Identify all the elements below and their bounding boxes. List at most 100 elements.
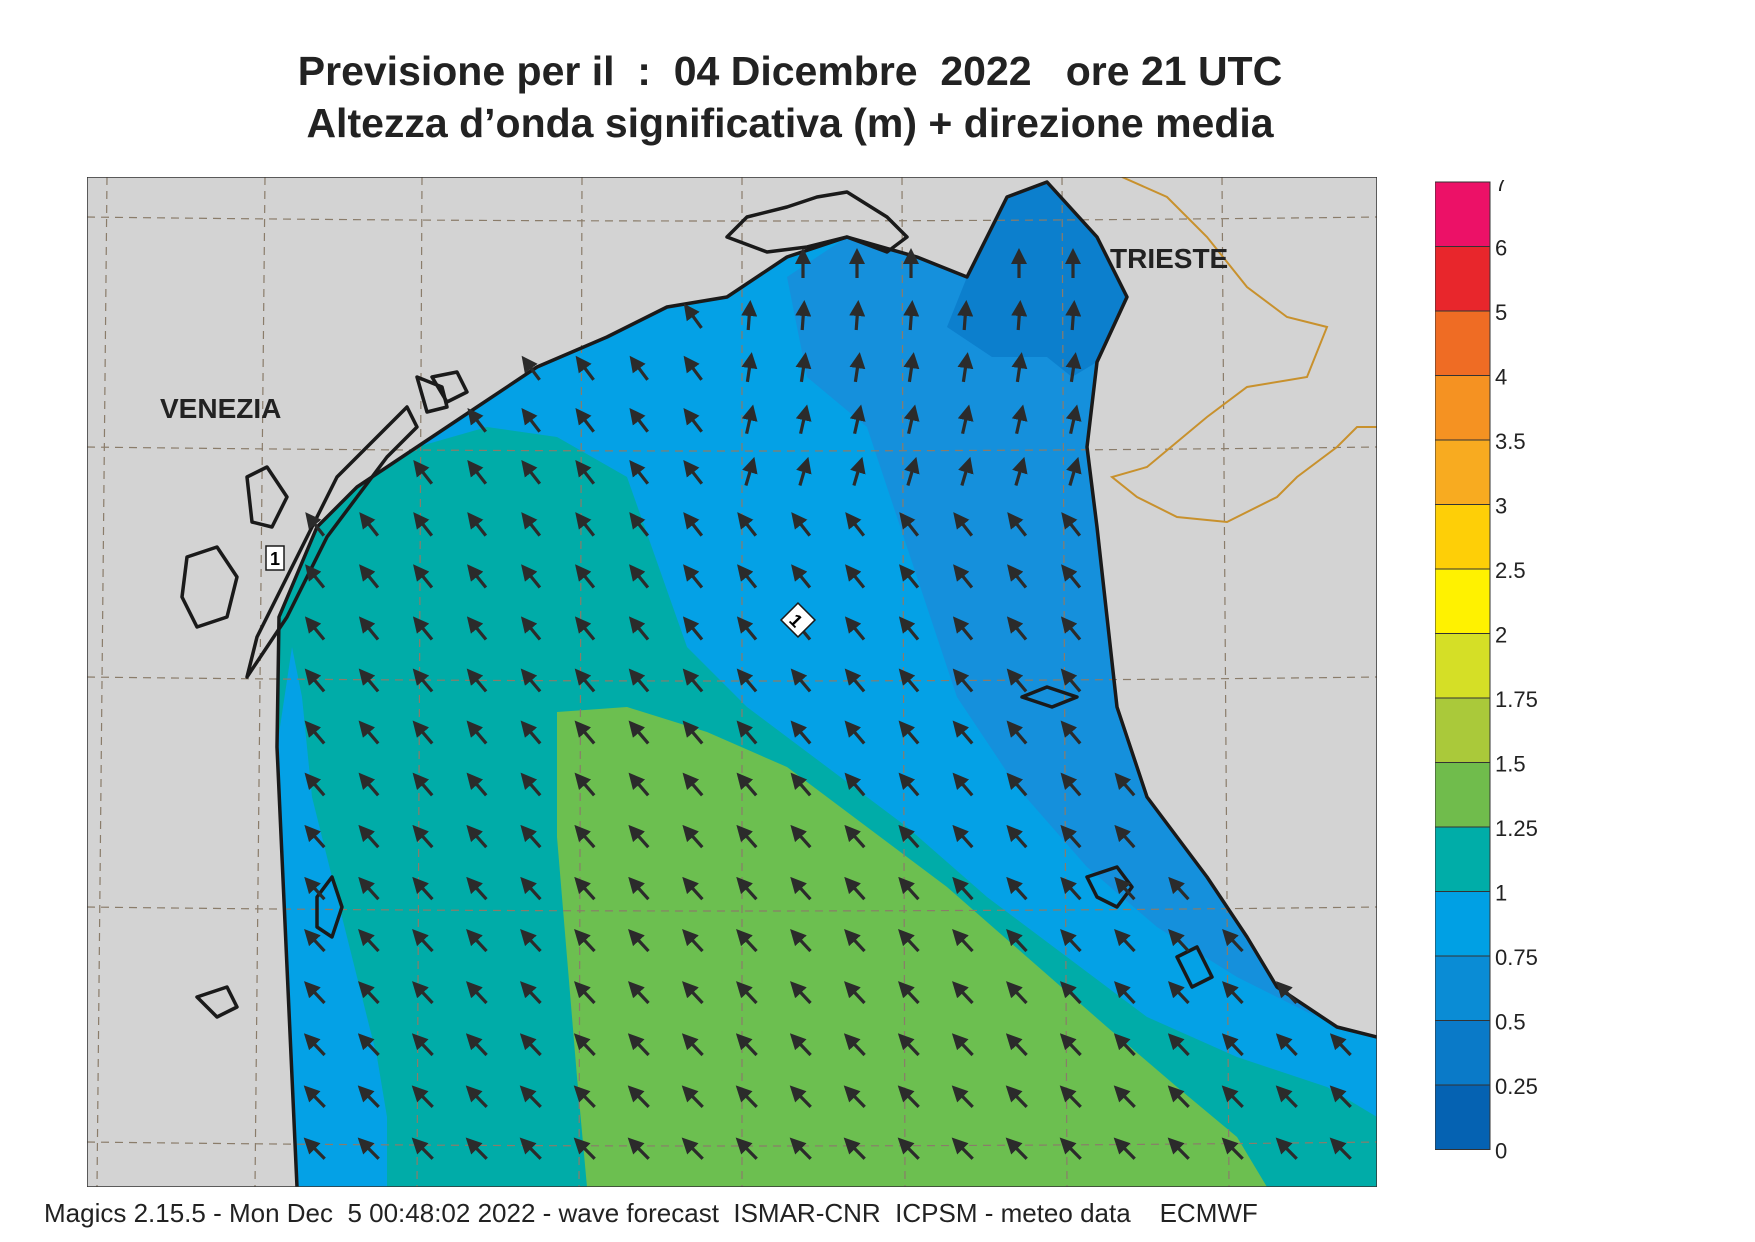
legend-swatch	[1435, 697, 1491, 763]
direction-arrow	[741, 300, 758, 331]
direction-arrow	[304, 981, 326, 1005]
direction-arrow	[844, 981, 866, 1005]
direction-arrow	[358, 720, 380, 745]
legend-swatch	[1435, 955, 1491, 1021]
direction-arrow	[304, 876, 326, 901]
direction-arrow	[683, 303, 703, 329]
direction-arrow	[898, 720, 920, 745]
direction-arrow	[358, 981, 380, 1005]
direction-arrow	[466, 616, 488, 641]
direction-arrow	[1113, 1085, 1136, 1109]
direction-arrow	[904, 456, 920, 486]
direction-arrow	[790, 720, 812, 745]
direction-arrow	[412, 929, 434, 953]
direction-arrow	[412, 720, 434, 745]
direction-arrow	[358, 824, 380, 849]
legend-swatch	[1435, 891, 1491, 957]
direction-arrow	[413, 564, 434, 589]
station-marker-offshore: 1	[779, 601, 817, 639]
direction-arrow	[520, 668, 542, 693]
wave-height-map: VENEZIA TRIESTE 1 1	[87, 177, 1377, 1187]
direction-arrow	[466, 720, 488, 745]
direction-arrow	[1060, 616, 1082, 641]
direction-arrow	[303, 1033, 326, 1057]
direction-arrow	[952, 720, 974, 745]
direction-arrow	[1221, 1085, 1244, 1109]
direction-arrow	[1006, 876, 1028, 901]
direction-arrow	[898, 824, 920, 849]
legend-tick-label: 7	[1495, 180, 1507, 196]
direction-arrow	[1011, 404, 1028, 435]
direction-arrow	[736, 929, 758, 953]
direction-arrow	[412, 772, 434, 797]
direction-arrow	[466, 772, 488, 797]
direction-arrow	[952, 668, 974, 693]
direction-arrow	[1006, 929, 1028, 953]
direction-arrow	[1114, 981, 1136, 1005]
direction-arrow	[1167, 1033, 1190, 1057]
direction-arrow	[953, 564, 974, 589]
direction-arrow	[1012, 456, 1028, 486]
direction-arrow	[627, 1137, 650, 1160]
direction-arrow	[1007, 564, 1028, 589]
direction-arrow	[898, 772, 920, 797]
direction-arrow	[1329, 1033, 1352, 1057]
direction-arrow	[520, 981, 542, 1005]
direction-arrow	[1114, 772, 1136, 797]
station-marker-venice: 1	[265, 545, 285, 571]
direction-arrow	[628, 668, 650, 693]
direction-arrow	[1168, 981, 1190, 1005]
legend-swatch	[1435, 1020, 1491, 1086]
legend-tick-label: 2	[1495, 623, 1507, 648]
direction-arrow	[519, 1033, 542, 1057]
direction-arrow	[735, 1137, 758, 1160]
direction-arrow	[1065, 300, 1082, 331]
direction-arrow	[1060, 981, 1082, 1005]
direction-arrow	[520, 772, 542, 797]
direction-arrow	[629, 512, 650, 537]
direction-arrow	[412, 981, 434, 1005]
direction-arrow	[574, 876, 596, 901]
legend-tick-label: 0.25	[1495, 1074, 1538, 1099]
direction-arrow	[1329, 1137, 1352, 1160]
direction-arrow	[466, 929, 488, 953]
direction-arrow	[1114, 824, 1136, 849]
direction-arrow	[1006, 720, 1028, 745]
direction-arrow	[903, 352, 920, 383]
direction-arrow	[519, 1085, 542, 1109]
direction-arrow	[1167, 1137, 1190, 1160]
legend-tick-label: 3	[1495, 494, 1507, 519]
direction-arrow	[790, 824, 812, 849]
direction-arrow	[1007, 512, 1028, 537]
direction-arrow	[898, 981, 920, 1005]
direction-arrow	[844, 720, 866, 745]
direction-arrow	[736, 824, 758, 849]
direction-arrow	[795, 300, 812, 331]
direction-arrow	[575, 407, 595, 433]
direction-arrow	[466, 668, 488, 693]
direction-arrow	[795, 404, 812, 435]
direction-arrow	[1059, 1085, 1082, 1109]
legend-swatch	[1435, 181, 1491, 247]
direction-arrow	[465, 1033, 488, 1057]
direction-arrow	[1006, 616, 1028, 641]
color-legend: 7 6 5 4 3.5 3 2.5 2 1.75 1.5 1.25 1 0.75 0.5 0.25 0	[1435, 180, 1538, 1160]
direction-arrow	[574, 929, 596, 953]
direction-arrow	[737, 512, 758, 537]
direction-arrow	[736, 720, 758, 745]
direction-arrow	[1060, 772, 1082, 797]
direction-arrow	[736, 616, 758, 641]
direction-arrow	[683, 407, 703, 433]
direction-arrow	[903, 300, 920, 331]
legend-tick-label: 1	[1495, 881, 1507, 906]
direction-arrow	[682, 929, 704, 953]
label-venezia: VENEZIA	[160, 393, 281, 424]
direction-arrow	[850, 456, 866, 486]
direction-arrow	[1005, 1137, 1028, 1160]
direction-arrow	[681, 1085, 704, 1109]
direction-arrow	[357, 1137, 380, 1160]
direction-arrow	[952, 824, 974, 849]
direction-arrow	[304, 616, 326, 641]
direction-arrow	[682, 668, 704, 693]
direction-arrow	[789, 1033, 812, 1057]
